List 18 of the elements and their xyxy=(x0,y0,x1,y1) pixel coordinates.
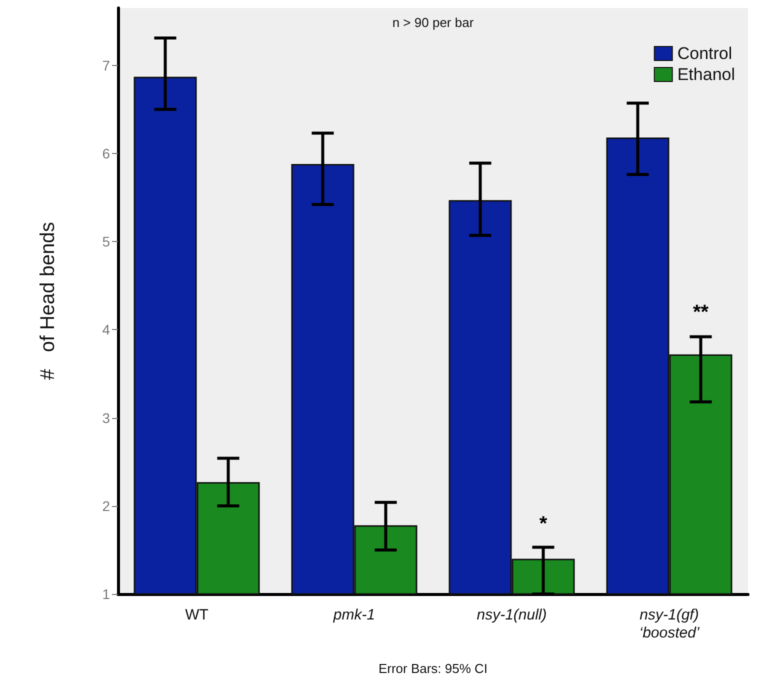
y-tick-label: 3 xyxy=(102,410,110,426)
y-tick-label: 1 xyxy=(102,586,110,602)
y-tick-label: 2 xyxy=(102,498,110,514)
x-tick-label: pmk-1 xyxy=(332,606,376,624)
x-tick-label: WT xyxy=(185,606,208,624)
y-tick-label: 7 xyxy=(102,57,110,74)
x-tick-label: nsy-1(gf) ‘boosted’ xyxy=(639,606,700,642)
y-axis-title: # of Head bends xyxy=(37,222,59,380)
x-tick-label: nsy-1(null) xyxy=(476,606,547,624)
text: Error Bars: 95% CI xyxy=(378,661,488,676)
legend-label: Control xyxy=(677,44,732,63)
y-tick-label: 5 xyxy=(102,234,110,250)
y-tick-label: 4 xyxy=(102,322,110,338)
annotation: n > 90 per bar xyxy=(392,15,474,30)
y-tick-label: 6 xyxy=(102,145,110,162)
legend-label: Ethanol xyxy=(677,65,736,84)
annotation: * xyxy=(539,513,548,536)
annotation: ** xyxy=(692,302,709,324)
